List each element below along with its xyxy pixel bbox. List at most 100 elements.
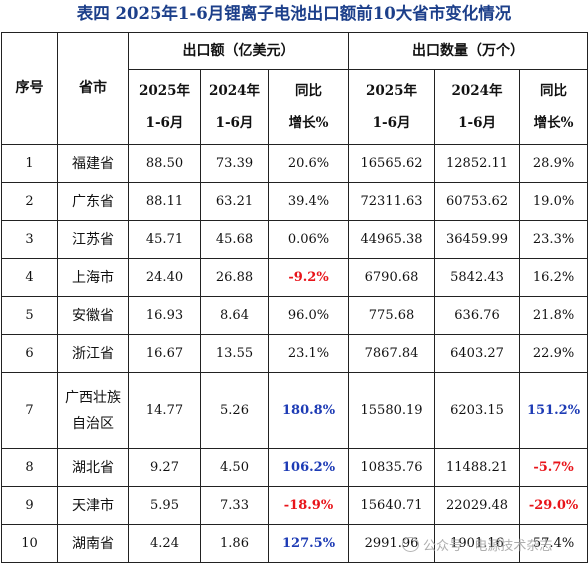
value-yoy: 39.4% [267,182,350,221]
watermark: 公众号 · 电源技术杂志 [402,535,552,554]
qty-2024: 636.76 [434,296,521,335]
value-2025: 14.77 [128,372,201,449]
header-qty-2025: 2025年 1-6月 [348,69,436,145]
province-name: 天津市 [57,486,129,525]
value-2025: 45.71 [128,220,201,259]
province-name-line: 自治区 [72,415,114,432]
qty-yoy: -5.7% [519,448,588,487]
row-index: 5 [1,296,58,335]
qty-2025: 6790.68 [348,258,436,297]
table-row: 8 湖北省 9.27 4.50 106.2% 10835.76 11488.21 -5.7% [1,448,588,487]
header-value-yoy: 同比 增长% [267,69,350,145]
province-name: 湖北省 [57,448,129,487]
qty-2024: 6203.15 [434,372,521,449]
row-index: 2 [1,182,58,221]
province-name: 上海市 [57,258,129,297]
wechat-icon [402,537,419,552]
province-name-line: 湖北省 [72,459,114,476]
table-row: 10 湖南省 4.24 1.86 127.5% 2991.96 1901.16 57.4% [1,524,588,563]
qty-2025: 10835.76 [348,448,436,487]
value-2024: 73.39 [200,144,269,183]
province-name: 安徽省 [57,296,129,335]
table-row: 2 广东省 88.11 63.21 39.4% 72311.63 60753.62 19.0% [1,182,588,221]
value-yoy: -18.9% [267,486,350,525]
value-2024: 5.26 [200,372,269,449]
value-2024: 1.86 [200,524,269,563]
qty-2024: 11488.21 [434,448,521,487]
qty-2024: 36459.99 [434,220,521,259]
qty-2024: 60753.62 [434,182,521,221]
row-index: 8 [1,448,58,487]
header-index: 序号 [1,32,58,145]
value-2024: 7.33 [200,486,269,525]
qty-2025: 72311.63 [348,182,436,221]
header-province: 省市 [57,32,129,145]
value-yoy: 180.8% [267,372,350,449]
value-yoy: 106.2% [267,448,350,487]
province-name-line: 天津市 [72,497,114,514]
value-yoy: 127.5% [267,524,350,563]
province-name-line: 江苏省 [72,231,114,248]
row-index: 10 [1,524,58,563]
qty-2024: 22029.48 [434,486,521,525]
header-export-value: 出口额（亿美元） [127,32,350,70]
table-row: 3 江苏省 45.71 45.68 0.06% 44965.38 36459.99 23.3% [1,220,588,259]
province-name: 广东省 [57,182,129,221]
value-2025: 4.24 [128,524,201,563]
header-value-2025: 2025年 1-6月 [128,69,201,145]
qty-yoy: 22.9% [519,334,588,373]
export-table: 序号 省市 出口额（亿美元） 出口数量（万个） 2025年 1-6月 2024年 1… [1,32,588,563]
table-row: 7 广西壮族 自治区 14.77 5.26 180.8% 15580.19 6203.15 15… [1,372,588,449]
province-name: 湖南省 [57,524,129,563]
qty-yoy: -29.0% [519,486,588,525]
row-index: 7 [1,372,58,449]
row-index: 6 [1,334,58,373]
table-title: 表四 2025年1-6月锂离子电池出口额前10大省市变化情况 [76,4,512,23]
value-yoy: -9.2% [267,258,350,297]
value-yoy: 23.1% [267,334,350,373]
table-row: 1 福建省 88.50 73.39 20.6% 16565.62 12852.11 28.9% [1,144,588,183]
header-export-quantity: 出口数量（万个） [348,32,588,70]
value-2024: 13.55 [200,334,269,373]
qty-yoy: 57.4% [519,524,588,563]
row-index: 3 [1,220,58,259]
value-2025: 88.11 [128,182,201,221]
qty-yoy: 28.9% [519,144,588,183]
province-name: 浙江省 [57,334,129,373]
value-yoy: 96.0% [267,296,350,335]
value-yoy: 20.6% [267,144,350,183]
qty-2024: 6403.27 [434,334,521,373]
qty-2025: 15580.19 [348,372,436,449]
qty-yoy: 19.0% [519,182,588,221]
value-2024: 4.50 [200,448,269,487]
table-row: 5 安徽省 16.93 8.64 96.0% 775.68 636.76 21.8% [1,296,588,335]
qty-2025: 16565.62 [348,144,436,183]
province-name-line: 广东省 [72,193,114,210]
table-row: 4 上海市 24.40 26.88 -9.2% 6790.68 5842.43 16.2% [1,258,588,297]
province-name-line: 湖南省 [72,535,114,552]
qty-2025: 7867.84 [348,334,436,373]
province-name: 江苏省 [57,220,129,259]
value-yoy: 0.06% [267,220,350,259]
value-2025: 88.50 [128,144,201,183]
qty-yoy: 21.8% [519,296,588,335]
header-qty-2024: 2024年 1-6月 [434,69,521,145]
province-name-line: 安徽省 [72,307,114,324]
qty-2025: 44965.38 [348,220,436,259]
table-row: 9 天津市 5.95 7.33 -18.9% 15640.71 22029.48 -29.0% [1,486,588,525]
qty-yoy: 23.3% [519,220,588,259]
qty-2025: 775.68 [348,296,436,335]
qty-2024: 5842.43 [434,258,521,297]
qty-2024: 1901.16 [434,524,521,563]
value-2025: 16.93 [128,296,201,335]
value-2024: 45.68 [200,220,269,259]
table-row: 6 浙江省 16.67 13.55 23.1% 7867.84 6403.27 22.9% [1,334,588,373]
province-name: 广西壮族 自治区 [57,372,129,449]
value-2024: 63.21 [200,182,269,221]
qty-yoy: 16.2% [519,258,588,297]
value-2024: 26.88 [200,258,269,297]
value-2024: 8.64 [200,296,269,335]
header-value-2024: 2024年 1-6月 [200,69,269,145]
qty-2024: 12852.11 [434,144,521,183]
value-2025: 16.67 [128,334,201,373]
